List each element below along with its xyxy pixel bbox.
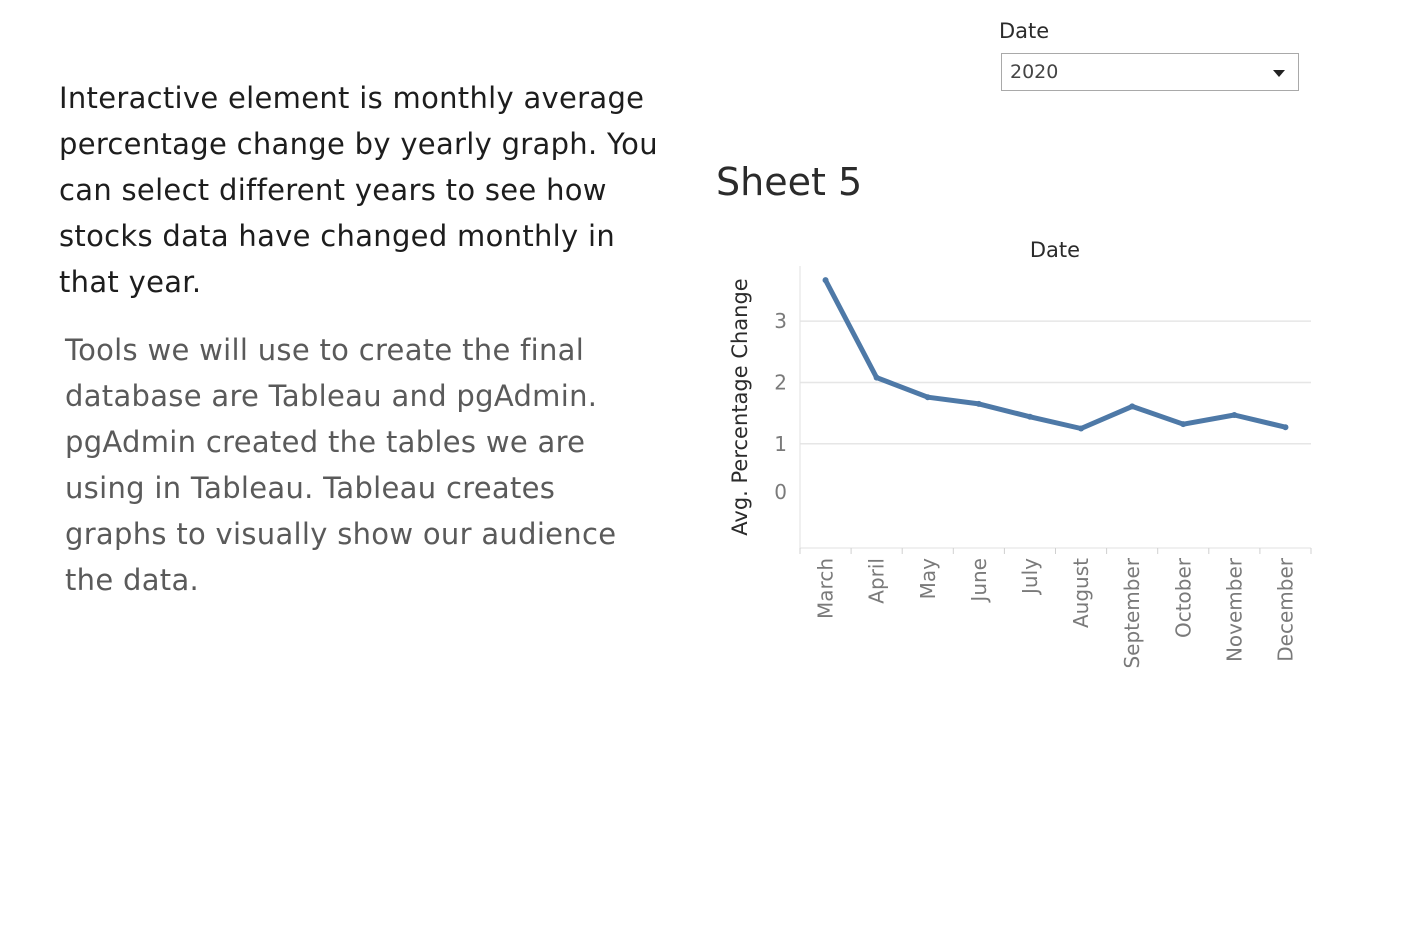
y-tick-label: 2 <box>774 370 787 394</box>
sheet-title: Sheet 5 <box>716 160 863 204</box>
y-axis-title: Avg. Percentage Change <box>728 278 752 535</box>
data-point[interactable] <box>1026 413 1033 420</box>
data-point[interactable] <box>1231 411 1238 418</box>
x-tick-label: December <box>1273 557 1297 661</box>
data-point[interactable] <box>1282 424 1289 431</box>
series-line[interactable] <box>823 277 1288 431</box>
x-tick-label: May <box>916 558 940 600</box>
data-point[interactable] <box>1180 421 1187 428</box>
tools-paragraph: Tools we will use to create the final da… <box>65 333 617 597</box>
data-point[interactable] <box>822 277 829 284</box>
data-point[interactable] <box>975 400 982 407</box>
date-filter-value: 2020 <box>1010 61 1059 83</box>
x-tick-label: April <box>865 558 889 604</box>
y-tick-label: 1 <box>774 432 787 456</box>
x-tick-label: March <box>814 558 838 619</box>
x-axis-title: Date <box>1030 238 1080 262</box>
data-point[interactable] <box>1129 403 1136 410</box>
x-tick-label: July <box>1018 558 1042 596</box>
data-point[interactable] <box>1078 425 1085 432</box>
date-filter-label: Date <box>999 19 1050 43</box>
y-tick-label: 3 <box>774 309 787 333</box>
x-tick-label: June <box>967 558 991 604</box>
intro-paragraph: Interactive element is monthly average p… <box>59 81 658 299</box>
data-point[interactable] <box>924 394 931 401</box>
x-tick-label: November <box>1222 557 1246 662</box>
data-point[interactable] <box>873 374 880 381</box>
y-tick-label: 0 <box>774 480 787 504</box>
x-tick-label: August <box>1069 558 1093 628</box>
date-filter-dropdown[interactable]: 2020 <box>1001 53 1299 91</box>
x-tick-label: September <box>1120 557 1144 668</box>
chevron-down-icon[interactable] <box>1273 70 1285 77</box>
x-tick-label: October <box>1171 557 1195 638</box>
